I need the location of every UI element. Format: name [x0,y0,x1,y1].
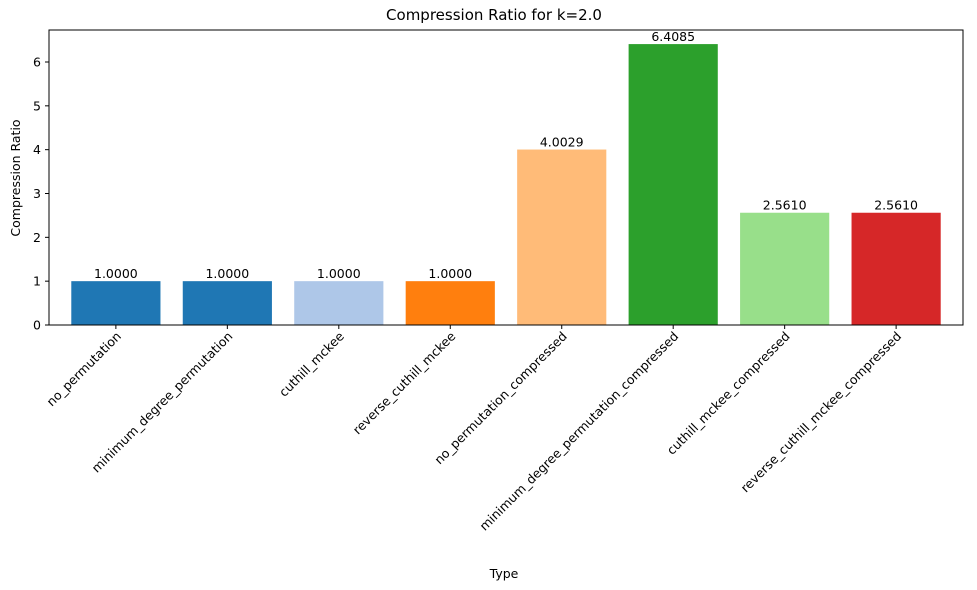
x-tick-label: cuthill_mckee_compressed [664,329,793,458]
bar-reverse-cuthill-mckee [405,281,495,325]
bar-no-permutation [71,281,161,325]
y-tick-label: 5 [33,98,41,113]
data-label: 2.5610 [763,198,807,213]
x-axis-label: Type [489,566,519,581]
bar-cuthill-mckee-compressed [740,212,830,325]
x-tick-label: no_permutation [43,329,124,410]
plot-frame [48,29,964,326]
data-label: 1.0000 [428,266,472,281]
plot-area: 1.0000 1.0000 1.0000 1.0000 4.0029 6.4085 2.56… [33,29,964,534]
bar-minimum-degree-permutation-compressed [628,44,718,325]
y-tick-label: 0 [33,318,41,333]
chart-title: Compression Ratio for k=2.0 [386,6,602,24]
y-tick-label: 6 [33,54,41,69]
x-tick-label: reverse_cuthill_mckee [350,328,459,437]
y-tick-label: 4 [33,142,41,157]
y-tick-label: 3 [33,186,41,201]
bar-no-permutation-compressed [517,149,607,325]
data-label: 6.4085 [651,29,695,44]
x-tick-label: cuthill_mckee [276,328,347,399]
data-label: 1.0000 [205,266,249,281]
y-tick-label: 2 [33,230,41,245]
bar-reverse-cuthill-mckee-compressed [851,212,941,325]
y-tick-label: 1 [33,274,41,289]
x-tick-label: minimum_degree_permutation_compressed [476,329,681,534]
data-label: 2.5610 [874,198,918,213]
y-axis-label: Compression Ratio [8,119,23,236]
bar-minimum-degree-permutation [182,281,272,325]
data-label: 4.0029 [540,135,584,150]
data-label: 1.0000 [94,266,138,281]
bar-cuthill-mckee [294,281,384,325]
x-tick-label: no_permutation_compressed [431,329,570,468]
data-label: 1.0000 [317,266,361,281]
